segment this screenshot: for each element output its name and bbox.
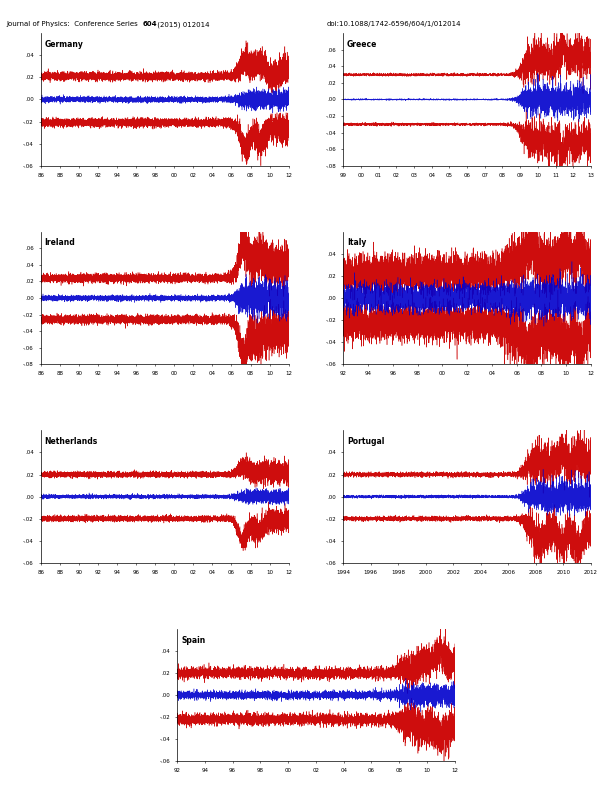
Text: Germany: Germany [44,40,83,49]
Text: Italy: Italy [347,239,366,247]
Text: (2015) 012014: (2015) 012014 [155,21,209,28]
Text: Spain: Spain [181,635,205,645]
Text: Journal of Physics:  Conference Series: Journal of Physics: Conference Series [6,21,140,28]
Text: Portugal: Portugal [347,437,384,446]
Text: Ireland: Ireland [44,239,75,247]
Text: Netherlands: Netherlands [44,437,98,446]
Text: 604: 604 [143,21,157,28]
Text: doi:10.1088/1742-6596/604/1/012014: doi:10.1088/1742-6596/604/1/012014 [327,21,461,28]
Text: Greece: Greece [347,40,377,49]
